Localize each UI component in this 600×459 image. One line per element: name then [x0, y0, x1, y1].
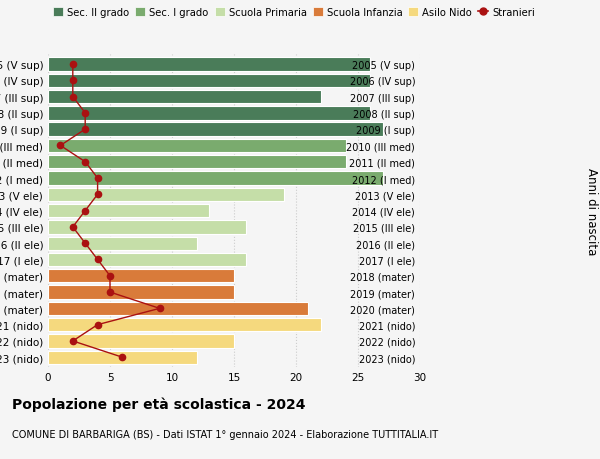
- Bar: [48, 237, 197, 250]
- Text: Popolazione per età scolastica - 2024: Popolazione per età scolastica - 2024: [12, 397, 305, 412]
- Bar: [48, 91, 321, 104]
- Bar: [48, 172, 383, 185]
- Bar: [48, 269, 234, 283]
- Bar: [48, 318, 321, 331]
- Bar: [48, 156, 346, 169]
- Bar: [48, 140, 346, 153]
- Bar: [48, 351, 197, 364]
- Bar: [48, 335, 234, 348]
- Bar: [48, 253, 247, 267]
- Bar: [48, 221, 247, 234]
- Bar: [48, 74, 370, 88]
- Bar: [48, 204, 209, 218]
- Legend: Sec. II grado, Sec. I grado, Scuola Primaria, Scuola Infanzia, Asilo Nido, Stran: Sec. II grado, Sec. I grado, Scuola Prim…: [49, 4, 539, 22]
- Bar: [48, 123, 383, 136]
- Bar: [48, 188, 284, 202]
- Bar: [48, 302, 308, 315]
- Bar: [48, 107, 370, 120]
- Bar: [48, 286, 234, 299]
- Text: Anni di nascita: Anni di nascita: [584, 168, 598, 255]
- Bar: [48, 58, 370, 72]
- Text: COMUNE DI BARBARIGA (BS) - Dati ISTAT 1° gennaio 2024 - Elaborazione TUTTITALIA.: COMUNE DI BARBARIGA (BS) - Dati ISTAT 1°…: [12, 429, 438, 439]
